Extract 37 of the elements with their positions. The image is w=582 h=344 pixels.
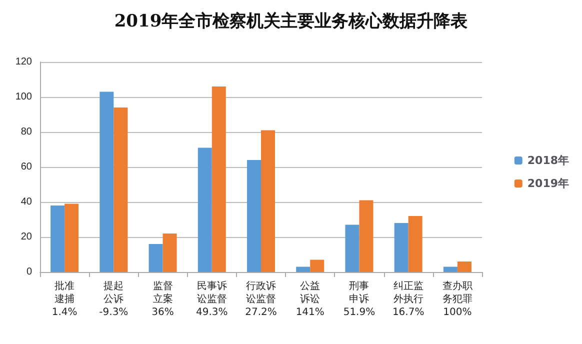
x-tick-label: 批准逮捕1.4% <box>52 280 78 318</box>
x-tick-label: 监督立案36% <box>152 280 174 318</box>
bar <box>345 224 360 272</box>
legend-label: 2018年 <box>527 154 570 167</box>
bar <box>100 92 114 272</box>
bar <box>247 160 261 272</box>
bar <box>457 262 472 272</box>
x-tick-label: 纠正监外执行16.7% <box>392 280 424 318</box>
bar <box>261 130 275 272</box>
x-tick-label: 查办职务犯罪100% <box>442 280 472 318</box>
bar <box>50 206 65 272</box>
chart-title: 2019年全市检察机关主要业务核心数据升降表 <box>114 12 469 32</box>
bar <box>148 244 163 272</box>
bar <box>310 260 324 272</box>
y-tick-label: 40 <box>20 196 32 208</box>
y-tick-label: 120 <box>15 56 32 68</box>
x-tick-label: 提起公诉-9.3% <box>99 280 128 318</box>
bar <box>64 204 79 272</box>
y-tick-label: 100 <box>15 92 32 102</box>
bar <box>198 148 212 272</box>
bar <box>443 266 458 272</box>
bar <box>359 200 374 272</box>
bar <box>162 234 177 272</box>
bar <box>296 266 310 272</box>
x-tick-label: 公益诉讼141% <box>296 280 324 318</box>
x-tick-label: 刑事申诉51.9% <box>343 280 376 318</box>
y-tick-label: 60 <box>20 162 32 172</box>
bar <box>394 223 408 272</box>
bar <box>212 86 226 272</box>
y-tick-label: 20 <box>20 232 32 242</box>
y-tick-label: 0 <box>26 266 32 278</box>
legend-label: 2019年 <box>527 177 570 190</box>
bar <box>408 216 422 272</box>
x-tick-label: 民事诉讼监督49.3% <box>196 280 228 318</box>
y-tick-label: 80 <box>20 126 32 138</box>
x-tick-label: 行政诉讼监督27.2% <box>245 280 277 318</box>
bar <box>114 108 128 272</box>
